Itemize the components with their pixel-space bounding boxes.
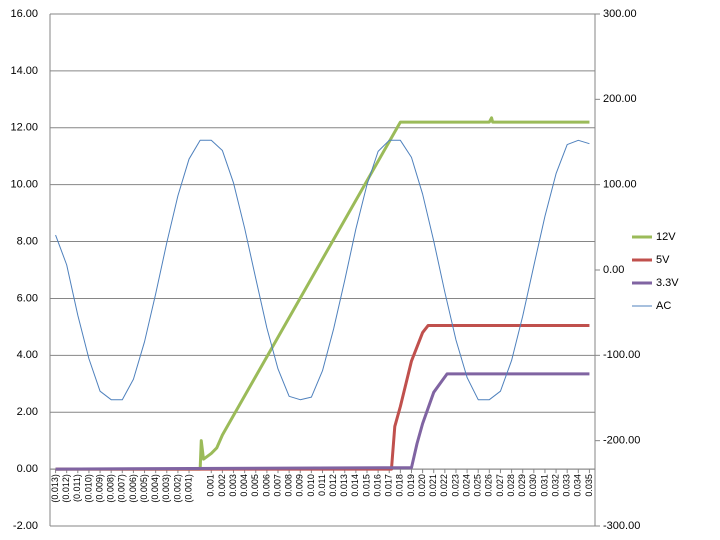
x-tick-label: 0.012 xyxy=(328,474,338,497)
x-tick-label: 0.026 xyxy=(484,474,494,497)
x-tick-label: (0.002) xyxy=(172,474,182,503)
y-tick-label: 16.00 xyxy=(10,8,38,20)
x-tick-label: (0.009) xyxy=(94,474,104,503)
y-tick-label: 10.00 xyxy=(10,179,38,191)
series-line xyxy=(55,139,590,401)
y2-tick-label: 200.00 xyxy=(603,93,637,105)
x-tick-label: 0.019 xyxy=(406,474,416,497)
x-tick-label: 0.008 xyxy=(284,474,294,497)
x-tick-label: 0.016 xyxy=(372,474,382,497)
y-tick-label: 8.00 xyxy=(17,235,38,247)
x-tick-label: (0.008) xyxy=(106,474,116,503)
x-tick-label: (0.010) xyxy=(83,474,93,503)
x-tick-label: 0.005 xyxy=(250,474,260,497)
x-tick-label: (0.003) xyxy=(161,474,171,503)
series-line xyxy=(55,116,590,471)
x-tick-label: 0.030 xyxy=(528,474,538,497)
x-tick-label: 0.023 xyxy=(450,474,460,497)
x-tick-label: 0.004 xyxy=(239,474,249,497)
legend-label: AC xyxy=(656,300,671,312)
y2-tick-label: 100.00 xyxy=(603,179,637,191)
x-tick-label: 0.027 xyxy=(495,474,505,497)
x-tick-label: 0.007 xyxy=(272,474,282,497)
x-tick-label: 0.029 xyxy=(517,474,527,497)
legend-label: 5V xyxy=(656,254,670,266)
series-line xyxy=(55,323,590,471)
x-tick-label: 0.009 xyxy=(295,474,305,497)
y2-tick-label: -100.00 xyxy=(603,349,640,361)
x-tick-label: 0.015 xyxy=(361,474,371,497)
x-tick-label: 0.002 xyxy=(217,474,227,497)
x-tick-label: 0.001 xyxy=(206,474,216,497)
y2-tick-label: -300.00 xyxy=(603,520,640,532)
y2-tick-label: -200.00 xyxy=(603,435,640,447)
x-tick-label: (0.004) xyxy=(150,474,160,503)
x-tick-label: 0.011 xyxy=(317,474,327,496)
x-tick-label: 0.034 xyxy=(573,474,583,497)
y-tick-label: 14.00 xyxy=(10,65,38,77)
x-tick-label: (0.011) xyxy=(72,474,82,502)
x-tick-label: 0.003 xyxy=(228,474,238,497)
x-tick-label: 0.033 xyxy=(562,474,572,497)
x-tick-label: (0.013) xyxy=(50,474,60,503)
x-tick-label: 0.021 xyxy=(428,474,438,497)
x-tick-label: 0.013 xyxy=(339,474,349,497)
x-tick-label: (0.012) xyxy=(61,474,71,503)
x-tick-label: 0.035 xyxy=(584,474,594,497)
y-tick-label: 0.00 xyxy=(17,463,38,475)
x-tick-label: 0.028 xyxy=(506,474,516,497)
y2-tick-label: 0.00 xyxy=(603,264,624,276)
x-tick-label: 0.032 xyxy=(550,474,560,497)
y-tick-label: 12.00 xyxy=(10,122,38,134)
x-tick-label: 0.010 xyxy=(306,474,316,497)
x-tick-label: 0.020 xyxy=(417,474,427,497)
x-tick-label: 0.031 xyxy=(539,474,549,497)
x-tick-label: (0.006) xyxy=(128,474,138,503)
x-tick-label: 0.018 xyxy=(395,474,405,497)
legend-label: 12V xyxy=(656,231,676,243)
y-tick-label: 2.00 xyxy=(17,406,38,418)
x-tick-label: 0.022 xyxy=(439,474,449,497)
legend-label: 3.3V xyxy=(656,277,679,289)
x-tick-label: 0.025 xyxy=(473,474,483,497)
x-tick-label: (0.007) xyxy=(117,474,127,503)
y-tick-label: 6.00 xyxy=(17,292,38,304)
y-tick-label: 4.00 xyxy=(17,349,38,361)
x-tick-label: 0.024 xyxy=(461,474,471,497)
y-tick-label: -2.00 xyxy=(13,520,38,532)
x-tick-label: 0.017 xyxy=(384,474,394,497)
x-tick-label: 0.014 xyxy=(350,474,360,497)
series-line xyxy=(55,372,590,471)
x-tick-label: (0.005) xyxy=(139,474,149,503)
x-tick-label: (0.001) xyxy=(183,474,193,503)
x-tick-label: 0.006 xyxy=(261,474,271,497)
y2-tick-label: 300.00 xyxy=(603,8,637,20)
